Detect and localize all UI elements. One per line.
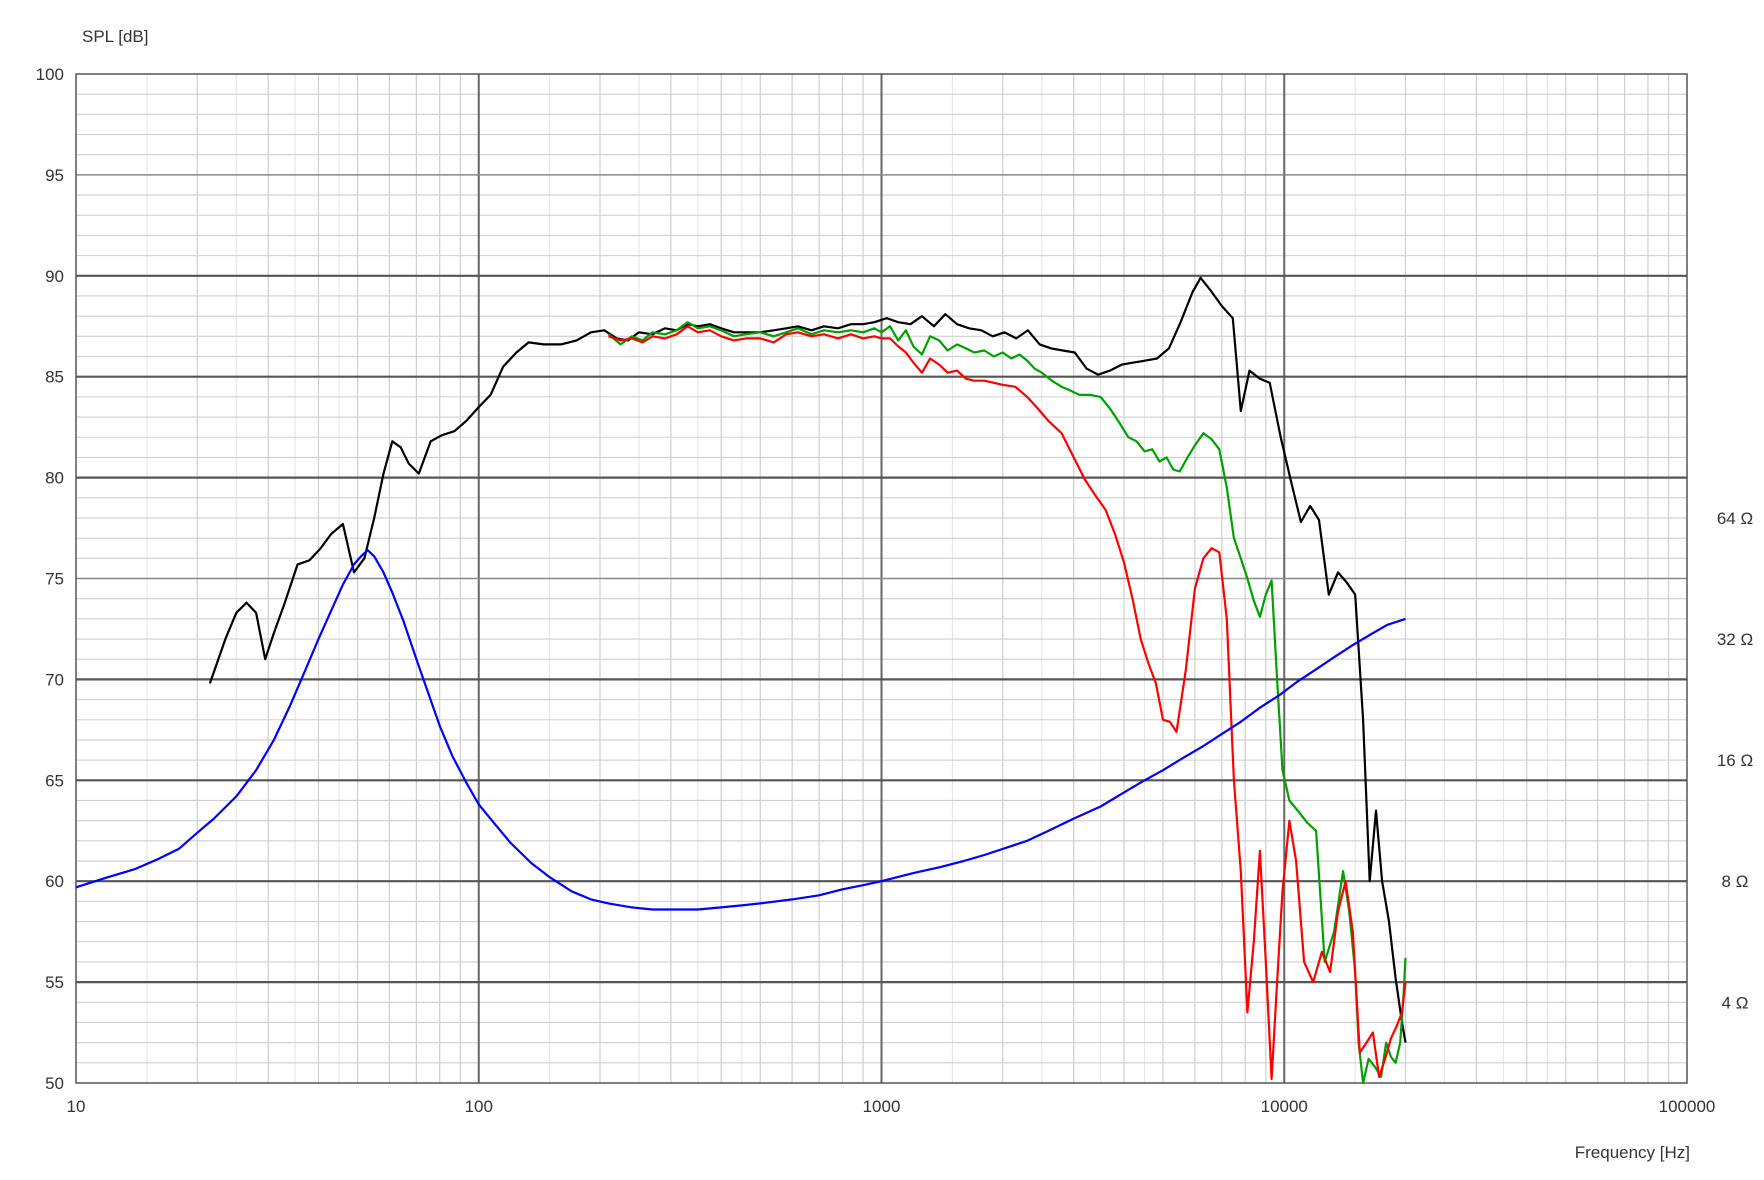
series-layer <box>75 276 1407 1085</box>
x-tick-label: 100000 <box>1659 1097 1716 1116</box>
series-line-1 <box>208 276 1407 1043</box>
y-tick-label: 70 <box>45 670 64 689</box>
y-tick-label: 50 <box>45 1074 64 1093</box>
y2-tick-label: 32 Ω <box>1717 630 1753 649</box>
x-tick-label: 10 <box>67 1097 86 1116</box>
series-line-2 <box>607 321 1407 1085</box>
y2-tick-label: 64 Ω <box>1717 509 1753 528</box>
series-line-3 <box>608 325 1407 1081</box>
y-tick-label: 75 <box>45 570 64 589</box>
y-tick-label: 65 <box>45 771 64 790</box>
y-tick-label: 80 <box>45 469 64 488</box>
x-axis-title: Frequency [Hz] <box>1575 1143 1690 1162</box>
series-line-4 <box>75 549 1406 911</box>
x-tick-label: 100 <box>465 1097 493 1116</box>
y2-tick-label: 4 Ω <box>1722 993 1749 1012</box>
y-tick-label: 90 <box>45 267 64 286</box>
tick-labels: 50 55 60 65 70 75 80 85 90 95 100 10 100 1000 10000 100… <box>36 65 1754 1116</box>
x-tick-label: 10000 <box>1261 1097 1308 1116</box>
y-axis-title: SPL [dB] <box>82 27 148 46</box>
y-tick-label: 100 <box>36 65 64 84</box>
y-tick-label: 95 <box>45 166 64 185</box>
y-tick-label: 60 <box>45 872 64 891</box>
x-tick-label: 1000 <box>863 1097 901 1116</box>
y2-tick-label: 16 Ω <box>1717 751 1753 770</box>
y2-tick-label: 8 Ω <box>1722 872 1749 891</box>
y-tick-label: 55 <box>45 973 64 992</box>
plot-frame <box>75 73 1688 1084</box>
y-tick-label: 85 <box>45 368 64 387</box>
